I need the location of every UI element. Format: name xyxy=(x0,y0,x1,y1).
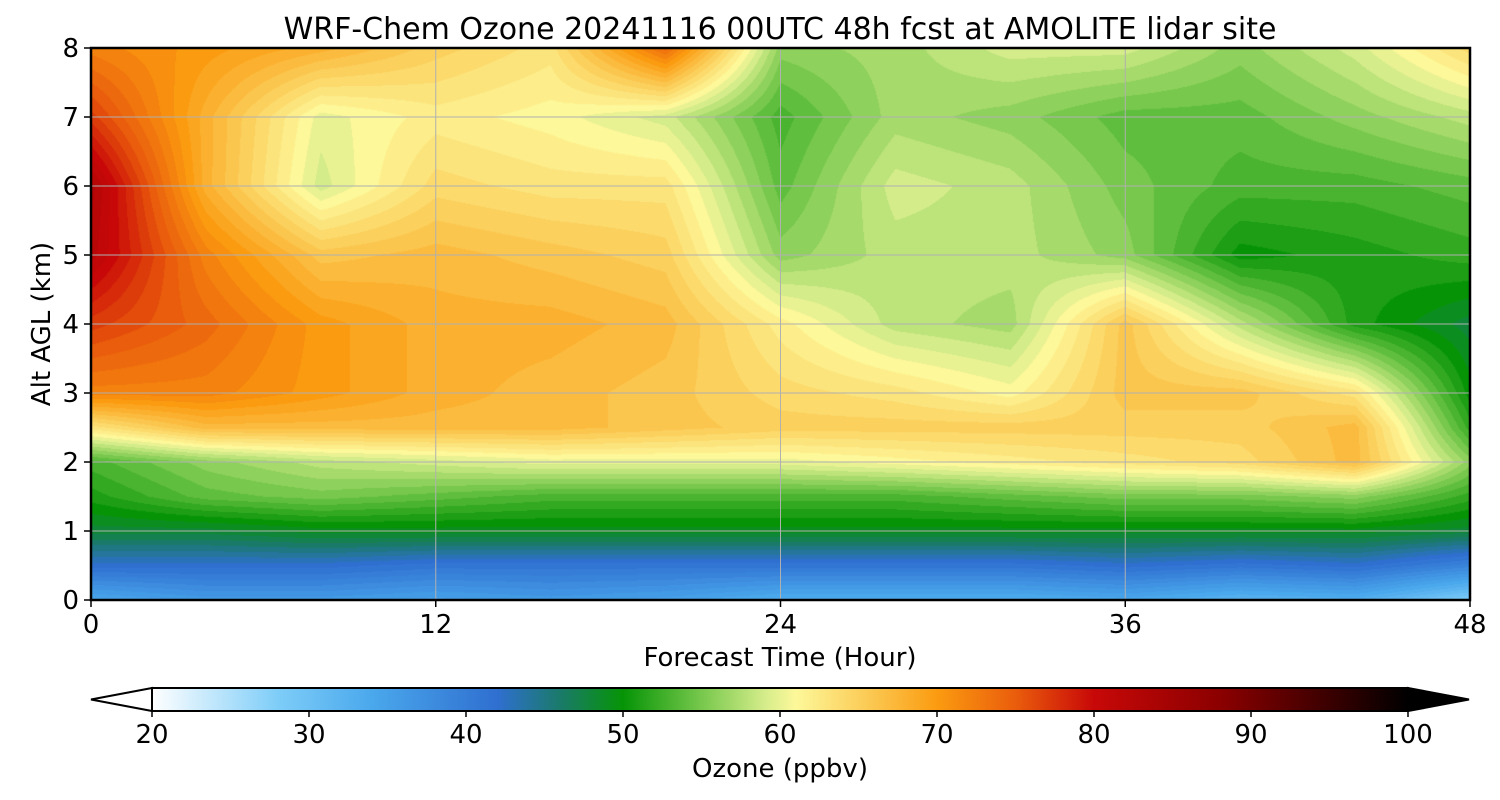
y-tick-label: 3 xyxy=(62,379,79,409)
y-tick-label: 4 xyxy=(62,310,79,340)
colorbar-tick-label: 40 xyxy=(449,720,482,750)
colorbar-tick-label: 70 xyxy=(920,720,953,750)
y-tick-label: 2 xyxy=(62,448,79,478)
y-tick-label: 7 xyxy=(62,103,79,133)
colorbar-tick-label: 30 xyxy=(292,720,325,750)
colorbar-tick-label: 80 xyxy=(1077,720,1110,750)
colorbar-label: Ozone (ppbv) xyxy=(692,754,868,784)
x-tick-label: 24 xyxy=(764,610,797,640)
y-tick-label: 6 xyxy=(62,172,79,202)
y-axis: 0 1 2 3 4 5 6 7 8 xyxy=(62,34,91,616)
colorbar-low-extension xyxy=(90,686,153,713)
chart-title: WRF-Chem Ozone 20241116 00UTC 48h fcst a… xyxy=(284,12,1277,47)
colorbar-tick-label: 90 xyxy=(1234,720,1267,750)
y-tick-label: 1 xyxy=(62,517,79,547)
x-tick-label: 0 xyxy=(83,610,100,640)
colorbar-tick-label: 50 xyxy=(606,720,639,750)
colorbar-tick-label: 100 xyxy=(1383,720,1433,750)
x-tick-label: 48 xyxy=(1453,610,1486,640)
colorbar-high-extension xyxy=(1407,686,1470,713)
x-axis: 0 12 24 36 48 xyxy=(83,600,1487,640)
x-tick-label: 12 xyxy=(419,610,452,640)
colorbar-ticks: 20 30 40 50 60 70 80 90 100 xyxy=(135,711,1433,750)
x-tick-label: 36 xyxy=(1109,610,1142,640)
plot-area xyxy=(89,46,1472,602)
y-axis-label: Alt AGL (km) xyxy=(27,242,57,406)
colorbar-ramp xyxy=(151,687,1409,712)
x-axis-label: Forecast Time (Hour) xyxy=(643,643,916,673)
colorbar-tick-label: 60 xyxy=(763,720,796,750)
y-tick-label: 5 xyxy=(62,241,79,271)
colorbar: 20 30 40 50 60 70 80 90 100 Ozone (ppbv) xyxy=(90,686,1470,784)
y-tick-label: 8 xyxy=(62,34,79,64)
colorbar-tick-label: 20 xyxy=(135,720,168,750)
y-tick-label: 0 xyxy=(62,586,79,616)
